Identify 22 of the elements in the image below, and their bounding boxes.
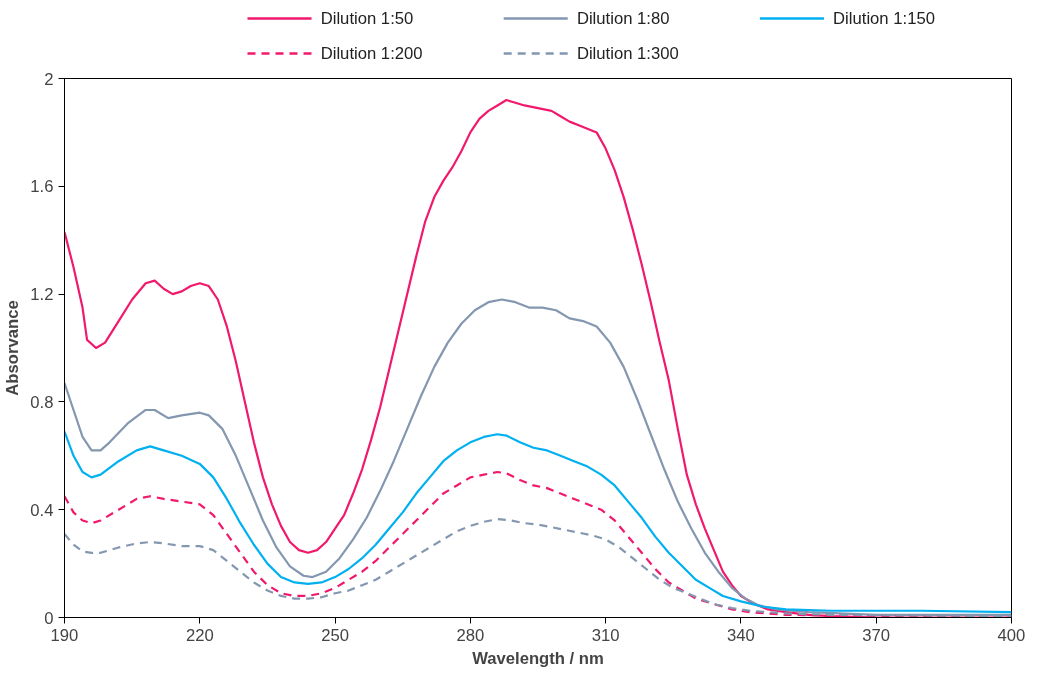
x-tick-label: 190 <box>50 625 79 645</box>
x-tick-label: 220 <box>185 625 214 645</box>
y-tick-label: 2 <box>44 69 54 89</box>
y-tick-label: 0.4 <box>30 500 54 520</box>
x-tick-label: 340 <box>727 625 755 645</box>
legend-label: Dilution 1:80 <box>576 9 670 28</box>
x-tick-label: 310 <box>591 625 620 645</box>
y-tick-label: 0 <box>44 608 54 628</box>
legend-label: Dilution 1:50 <box>320 9 414 28</box>
legend-label: Dilution 1:200 <box>320 44 423 63</box>
y-tick-label: 1.2 <box>30 285 54 305</box>
x-axis-title: Wavelength / nm <box>472 648 604 668</box>
y-tick-label: 1.6 <box>30 177 54 197</box>
x-tick-label: 250 <box>321 625 349 645</box>
x-tick-label: 400 <box>997 625 1026 645</box>
y-tick-label: 0.8 <box>30 392 54 412</box>
line-series <box>64 430 1012 614</box>
x-tick-label: 280 <box>456 625 485 645</box>
x-tick-label: 370 <box>862 625 891 645</box>
legend-label: Dilution 1:150 <box>833 9 935 28</box>
legend-label: Dilution 1:300 <box>576 44 679 63</box>
y-axis-title: Absorvance <box>3 300 23 396</box>
